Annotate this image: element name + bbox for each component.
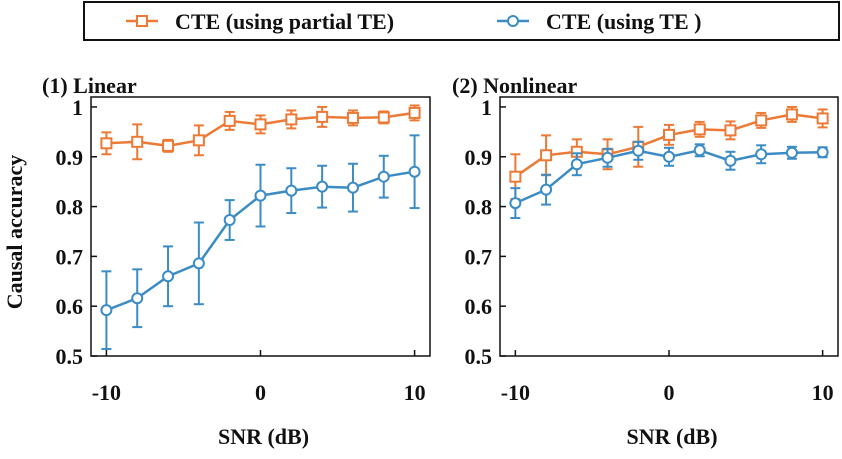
data-point [755,148,768,161]
data-point [131,292,144,305]
y-tick-label: 0.6 [56,294,84,319]
data-point [254,189,267,202]
data-point [316,180,329,193]
data-point [601,151,614,164]
x-axis-label: SNR (dB) [218,424,309,449]
x-tick-label: 10 [812,380,834,405]
legend-box [83,1,840,41]
panel-title: (1) Linear [42,73,137,98]
panel-title: (2) Nonlinear [452,73,578,98]
data-point [346,111,359,124]
y-tick-label: 0.5 [465,344,493,369]
y-tick-label: 0.6 [465,294,493,319]
data-point [316,110,329,123]
data-point [408,106,421,119]
data-point [509,170,522,183]
data-point [632,144,645,157]
data-point [663,150,675,163]
data-point [192,257,205,270]
data-point [254,118,267,131]
data-point [693,144,706,157]
data-point [540,183,553,196]
chart-panel-2: (2) Nonlinear 0.5 0.6 0.7 0.8 0.9 1 -10 0 10 SNR (… [452,73,839,449]
y-tick-label: 0.7 [56,244,84,269]
y-tick-label: 0.8 [465,195,493,220]
data-point [570,158,583,171]
data-point [509,197,522,210]
data-point [162,139,175,152]
data-point [162,270,175,283]
x-tick-label: -10 [501,380,530,405]
y-tick-label: 0.9 [465,145,493,170]
y-tick-label: 1 [481,95,492,120]
legend: CTE (using partial TE) CTE (using TE ) [83,1,840,41]
data-point [693,123,706,136]
x-tick-label: -10 [92,380,121,405]
data-point [724,124,737,137]
data-point [785,146,798,159]
y-tick-label: 0.8 [56,195,84,220]
series-te [509,140,829,220]
data-point [724,154,737,167]
data-point [408,165,421,178]
y-tick-label: 1 [72,95,83,120]
y-tick-label: 0.9 [56,145,84,170]
data-point [377,111,390,124]
data-point [285,113,298,126]
data-point [192,134,205,147]
data-point [816,146,829,159]
legend-label-te: CTE (using TE ) [546,9,701,34]
data-point [755,114,768,127]
series-partial [100,104,421,161]
chart-panel-1: (1) Linear 0.5 0.6 0.7 0.8 0.9 1 -10 0 10 SNR (dB) [42,73,431,449]
data-point [663,128,675,141]
y-tick-label: 0.5 [56,344,84,369]
data-point [816,112,829,125]
data-point [377,170,390,183]
data-point [223,114,236,127]
data-point [285,184,298,197]
data-point [100,137,113,150]
legend-label-partial: CTE (using partial TE) [175,9,394,34]
data-point [100,304,113,317]
data-point [223,214,236,227]
x-tick-label: 10 [404,380,426,405]
data-point [346,181,359,194]
series-te [100,134,421,351]
data-point [131,135,144,148]
x-axis-label: SNR (dB) [626,424,717,449]
legend-marker-te [507,15,519,27]
y-axis-label: Causal accuracy [2,155,27,310]
data-point [785,108,798,121]
legend-marker-partial [136,15,148,27]
y-tick-label: 0.7 [465,244,493,269]
data-point [540,149,553,162]
x-tick-label: 0 [255,380,266,405]
x-tick-label: 0 [664,380,675,405]
